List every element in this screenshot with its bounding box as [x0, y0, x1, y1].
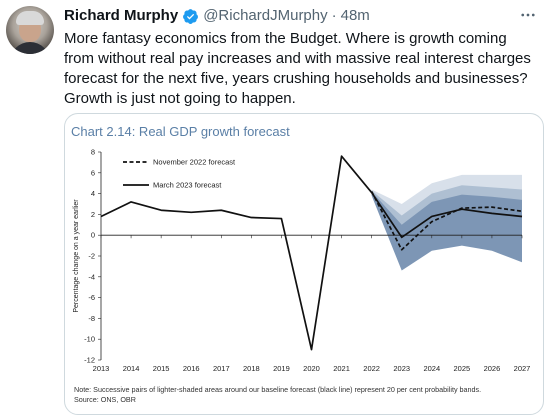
- more-icon[interactable]: [516, 4, 540, 26]
- x-tick-label: 2019: [273, 364, 290, 373]
- x-tick-label: 2015: [153, 364, 170, 373]
- x-tick-label: 2024: [423, 364, 440, 373]
- y-tick-label: 8: [91, 148, 95, 157]
- x-tick-label: 2023: [393, 364, 410, 373]
- x-tick-label: 2025: [454, 364, 471, 373]
- y-tick-label: -8: [88, 314, 95, 323]
- x-tick-label: 2026: [484, 364, 501, 373]
- tweet-header: Richard Murphy @RichardJMurphy · 48m: [64, 6, 520, 26]
- avatar-shirt: [10, 42, 50, 54]
- x-tick-label: 2017: [213, 364, 230, 373]
- x-tick-label: 2027: [514, 364, 531, 373]
- handle[interactable]: @RichardJMurphy: [203, 7, 328, 24]
- y-tick-label: 4: [91, 189, 95, 198]
- tweet-text: More fantasy economics from the Budget. …: [64, 30, 531, 107]
- y-tick-label: -4: [88, 272, 95, 281]
- fan-band-3: [371, 191, 522, 271]
- display-name[interactable]: Richard Murphy: [64, 7, 179, 24]
- x-tick-label: 2016: [183, 364, 200, 373]
- avatar[interactable]: [6, 6, 54, 54]
- chart-note: Note: Successive pairs of lighter-shaded…: [74, 385, 536, 404]
- more-dots-icon: [521, 13, 535, 17]
- tweet-media-chart[interactable]: Chart 2.14: Real GDP growth forecast -12…: [64, 113, 544, 415]
- verified-badge-icon: [183, 8, 199, 24]
- series-line-november-2022: [370, 191, 523, 251]
- chart-source-text: Source: ONS, OBR: [74, 394, 136, 404]
- separator-dot: ·: [331, 7, 337, 24]
- legend-label-march-2023: March 2023 forecast: [153, 181, 222, 190]
- avatar-hair: [16, 11, 44, 25]
- chart-note-text: Note: Successive pairs of lighter-shaded…: [74, 385, 482, 394]
- y-tick-label: 6: [91, 168, 95, 177]
- series-line-march-2023: [100, 155, 523, 351]
- x-tick-label: 2014: [123, 364, 140, 373]
- y-tick-label: 2: [91, 210, 95, 219]
- y-tick-label: -2: [88, 252, 95, 261]
- x-tick-label: 2018: [243, 364, 260, 373]
- legend-label-november-2022: November 2022 forecast: [153, 158, 236, 167]
- x-tick-label: 2021: [333, 364, 350, 373]
- chart-svg: -12 -10 -8 -6 -4 -2 0 2 4 6 8 2013 2014 2015 2016 2017 2…: [73, 148, 531, 374]
- y-tick-label: 0: [91, 231, 95, 240]
- y-tick-label: -6: [88, 293, 95, 302]
- y-tick-label: -10: [84, 335, 95, 344]
- x-tick-label: 2022: [363, 364, 380, 373]
- chart-title: Chart 2.14: Real GDP growth forecast: [71, 124, 290, 139]
- y-tick-label: -12: [84, 356, 95, 365]
- y-axis-label: Percentage change on a year earlier: [73, 199, 80, 313]
- x-tick-label: 2020: [303, 364, 320, 373]
- timestamp[interactable]: 48m: [340, 7, 370, 24]
- x-tick-label: 2013: [93, 364, 110, 373]
